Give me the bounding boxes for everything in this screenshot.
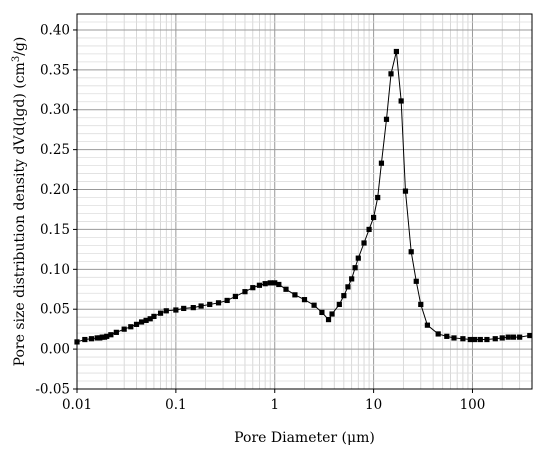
data-point bbox=[319, 309, 325, 316]
y-tick-label: 0.25 bbox=[40, 142, 70, 158]
data-point bbox=[133, 321, 140, 327]
data-point bbox=[262, 281, 268, 287]
data-point bbox=[272, 280, 278, 286]
y-tick-label: 0.20 bbox=[40, 182, 70, 198]
data-point bbox=[88, 336, 95, 342]
data-point bbox=[418, 301, 424, 308]
data-point bbox=[329, 311, 335, 317]
data-point bbox=[408, 249, 414, 255]
data-point bbox=[163, 308, 169, 314]
data-point bbox=[424, 322, 430, 328]
data-point bbox=[94, 335, 100, 341]
data-point bbox=[435, 331, 441, 337]
data-point bbox=[198, 303, 204, 309]
x-tick-label: 100 bbox=[460, 397, 486, 413]
y-axis: -0.05 0.00 0.05 0.10 0.15 0.20 0.25 0.30 0.35 0.4… bbox=[35, 22, 77, 398]
data-point bbox=[121, 326, 127, 332]
data-point bbox=[371, 214, 377, 221]
data-point bbox=[352, 265, 358, 271]
data-point bbox=[402, 188, 409, 194]
data-point bbox=[492, 336, 498, 342]
data-point bbox=[527, 332, 533, 339]
data-point bbox=[215, 300, 222, 306]
y-tick-label: 0.15 bbox=[40, 222, 70, 238]
data-point bbox=[147, 316, 153, 322]
data-point bbox=[256, 282, 263, 288]
y-tick-label: -0.05 bbox=[35, 382, 70, 398]
data-point bbox=[311, 302, 317, 308]
data-point bbox=[349, 276, 355, 282]
y-tick-label: 0.35 bbox=[40, 62, 70, 78]
x-tick-label: 10 bbox=[365, 397, 382, 413]
x-tick-label: 1 bbox=[270, 397, 279, 413]
data-point bbox=[505, 334, 511, 340]
data-point bbox=[361, 240, 367, 246]
x-tick-label: 0.1 bbox=[165, 397, 186, 413]
data-point bbox=[510, 334, 517, 340]
series-group bbox=[74, 48, 533, 345]
data-point bbox=[128, 324, 134, 330]
data-point bbox=[484, 336, 490, 343]
y-tick-label: 0.40 bbox=[40, 22, 70, 38]
data-point bbox=[325, 316, 332, 323]
data-point bbox=[375, 194, 381, 201]
data-point bbox=[143, 317, 149, 323]
data-point bbox=[250, 285, 256, 291]
data-point bbox=[276, 281, 282, 288]
data-point bbox=[190, 305, 196, 311]
data-point bbox=[207, 301, 213, 308]
data-point bbox=[82, 336, 88, 343]
data-point bbox=[104, 333, 110, 339]
data-point bbox=[151, 313, 157, 319]
y-tick-label: 0.30 bbox=[40, 102, 70, 118]
data-point bbox=[366, 226, 372, 233]
y-tick-label: 0.10 bbox=[40, 262, 70, 278]
data-point bbox=[157, 310, 164, 316]
data-point bbox=[173, 307, 179, 313]
data-point bbox=[267, 280, 273, 286]
data-point bbox=[138, 319, 145, 325]
data-point bbox=[181, 305, 187, 312]
data-point bbox=[383, 116, 390, 122]
data-point bbox=[444, 333, 450, 339]
data-point bbox=[74, 339, 80, 345]
x-axis: 0.01 0.1 1 10 100 bbox=[62, 389, 485, 413]
grid-lines bbox=[76, 13, 533, 390]
data-point bbox=[355, 255, 361, 261]
data-point bbox=[301, 297, 308, 303]
data-point bbox=[517, 334, 523, 340]
y-tick-label: 0.00 bbox=[40, 342, 70, 358]
data-point bbox=[477, 336, 483, 343]
plot-frame bbox=[76, 13, 533, 390]
y-tick-label: 0.05 bbox=[40, 302, 70, 318]
data-point bbox=[451, 335, 457, 341]
data-point bbox=[292, 292, 298, 298]
data-point bbox=[341, 293, 347, 299]
data-point bbox=[224, 297, 230, 304]
data-point bbox=[393, 48, 399, 55]
data-point bbox=[345, 284, 351, 290]
x-axis-label: Pore Diameter (μm) bbox=[234, 430, 375, 446]
data-point bbox=[336, 301, 342, 308]
data-point bbox=[232, 293, 238, 300]
y-axis-label: Pore size distribution density dVd(lgd) … bbox=[11, 37, 28, 367]
data-point bbox=[378, 160, 385, 166]
data-point bbox=[499, 335, 505, 341]
data-point bbox=[413, 278, 419, 284]
data-point bbox=[283, 286, 289, 292]
data-point bbox=[398, 98, 404, 104]
data-point bbox=[388, 71, 394, 77]
data-point bbox=[460, 336, 466, 342]
data-point bbox=[113, 329, 119, 335]
x-tick-label: 0.01 bbox=[62, 397, 92, 413]
data-point bbox=[471, 336, 478, 343]
data-point bbox=[242, 289, 248, 295]
data-point bbox=[108, 332, 114, 338]
data-point bbox=[467, 336, 473, 343]
